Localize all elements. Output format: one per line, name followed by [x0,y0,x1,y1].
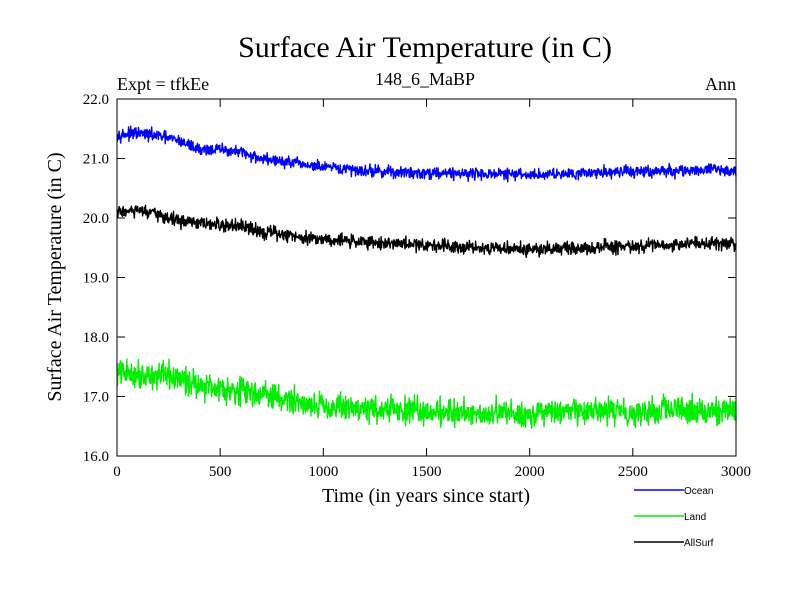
period-label: Ann [705,74,736,94]
legend-label-ocean: Ocean [684,486,713,497]
x-tick-label: 1000 [308,464,338,480]
y-tick-label: 16.0 [83,449,109,465]
x-tick-label: 500 [209,464,232,480]
y-tick-label: 21.0 [83,152,109,168]
experiment-label: Expt = tfkEe [117,74,209,94]
series-line-allsurf [116,204,737,259]
y-tick-label: 19.0 [83,271,109,287]
y-axis-label: Surface Air Temperature (in C) [44,152,66,401]
x-tick-label: 3000 [721,464,751,480]
x-tick-label: 0 [113,464,121,480]
axis-layer: 0 500 1000 1500 2000 2500 3000 16.0 17.0 18.0 19.0… [83,92,751,480]
y-tick-label: 20.0 [83,211,109,227]
chart-subtitle: 148_6_MaBP [375,69,475,89]
y-tick-label: 17.0 [83,390,109,406]
x-tick-label: 2000 [515,464,545,480]
x-axis-label: Time (in years since start) [322,485,530,507]
series-line-ocean [116,125,737,183]
x-tick-label: 1500 [412,464,442,480]
chart-title: Surface Air Temperature (in C) [238,31,612,64]
x-tick-label: 2500 [618,464,648,480]
legend: Ocean Land AllSurf [634,486,714,549]
y-tick-label: 22.0 [83,92,109,108]
legend-label-land: Land [684,512,706,523]
y-tick-label: 18.0 [83,330,109,346]
legend-label-allsurf: AllSurf [684,538,714,549]
series-line-land [116,358,737,429]
series-layer [116,125,737,429]
